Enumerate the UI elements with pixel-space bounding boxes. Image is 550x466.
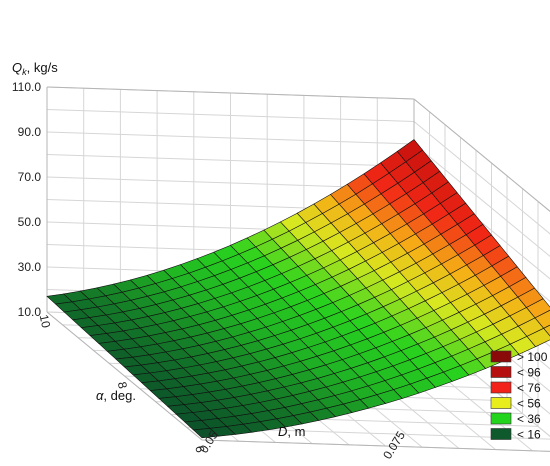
y-axis-title: α, deg. — [96, 388, 136, 403]
legend-swatch — [490, 350, 512, 363]
z-axis-title: Qk, kg/s — [12, 60, 58, 77]
legend-entry: < 56 — [490, 397, 541, 411]
z-tick-label: 110.0 — [12, 80, 41, 94]
legend-entry: > 100 — [490, 350, 548, 364]
y-axis-unit: , deg. — [103, 388, 136, 403]
gridline — [46, 154, 415, 167]
y-axis-var: α — [96, 388, 104, 403]
gridline — [413, 121, 550, 235]
gridline — [46, 131, 415, 145]
surface-cell — [543, 324, 550, 337]
legend-swatch — [490, 428, 512, 440]
axis-frame — [201, 439, 550, 452]
legend-swatch — [490, 397, 512, 409]
tick-layer: 10.030.050.070.090.0110.068100.050.0750.… — [12, 80, 408, 462]
surface-cell — [534, 309, 550, 329]
legend-label: > 100 — [517, 350, 548, 364]
x-axis-var: D — [278, 424, 287, 439]
y-tick-label: 10 — [37, 313, 54, 329]
z-tick-label: 70.0 — [18, 170, 42, 184]
y-tick-label: 6 — [192, 444, 207, 454]
z-axis-unit: , kg/s — [27, 60, 59, 75]
surface-layer — [46, 139, 550, 439]
gridline — [46, 109, 415, 122]
surface-cell — [526, 327, 550, 348]
x-axis-title: D, m — [278, 424, 305, 439]
legend-label: < 36 — [517, 412, 541, 426]
z-axis-sub: k — [22, 67, 27, 77]
legend-entry: < 36 — [490, 412, 541, 426]
legend-entry: < 96 — [490, 366, 541, 380]
gridline — [413, 143, 550, 257]
legend-entry: < 16 — [490, 428, 541, 442]
axis-frame — [46, 311, 203, 441]
y-tick-label: 8 — [115, 380, 130, 390]
x-axis-unit: , m — [287, 424, 305, 439]
z-tick-label: 10.0 — [18, 305, 42, 319]
z-axis-var: Q — [12, 60, 22, 75]
legend-label: < 96 — [517, 366, 541, 380]
legend-label: < 76 — [517, 381, 541, 395]
legend-entry: < 76 — [490, 381, 541, 395]
z-tick-label: 30.0 — [18, 260, 42, 274]
legend-swatch — [490, 412, 512, 425]
legend: > 100 < 96< 76 < 56< 36 < 16 — [490, 350, 548, 442]
legend-swatch — [490, 366, 512, 378]
z-tick-label: 90.0 — [18, 125, 42, 139]
axis-frame — [413, 98, 550, 212]
legend-label: < 56 — [517, 397, 541, 411]
legend-label: < 16 — [517, 428, 541, 442]
legend-swatch — [490, 381, 512, 394]
axis-frame — [46, 86, 415, 100]
z-tick-label: 50.0 — [18, 215, 42, 229]
